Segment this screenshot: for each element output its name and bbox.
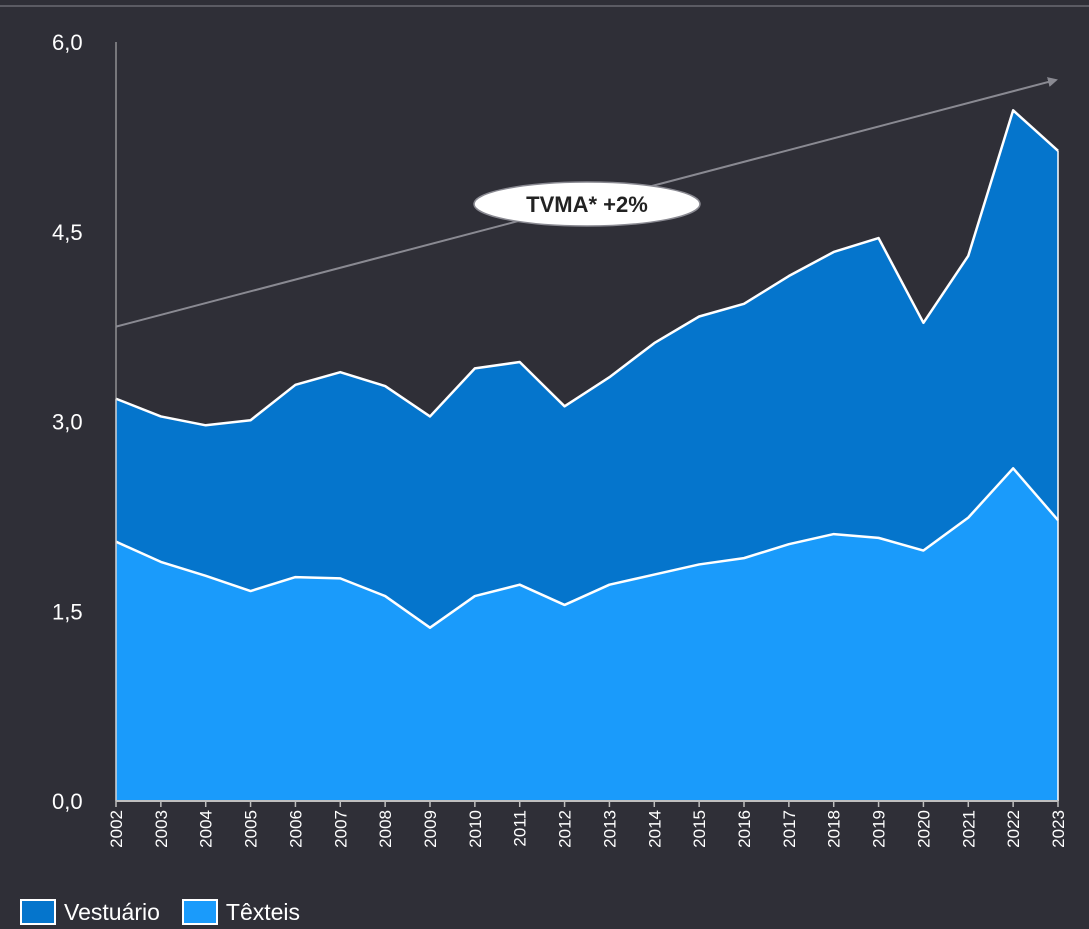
x-tick-label: 2009	[421, 810, 440, 848]
x-tick-label: 2011	[511, 810, 530, 847]
x-tick-label: 2002	[107, 810, 126, 848]
x-tick-label: 2022	[1004, 810, 1023, 848]
y-tick-label: 6,0	[52, 30, 83, 55]
line-total	[115, 109, 1059, 427]
legend-label-vestuario: Vestuário	[64, 898, 160, 925]
x-tick-label: 2015	[690, 810, 709, 848]
x-tick-label: 2003	[152, 810, 171, 848]
y-tick-label: 0,0	[52, 789, 83, 814]
x-tick-label: 2017	[780, 810, 799, 848]
legend-swatch-vestuario	[20, 899, 56, 925]
trend-annotation: TVMA* +2%	[115, 77, 1058, 328]
x-tick-label: 2021	[959, 810, 978, 848]
x-tick-label: 2005	[242, 810, 261, 848]
area-vestuario	[116, 110, 1058, 628]
y-axis: 0,0 1,5 3,0 4,5 6,0	[52, 30, 83, 814]
x-tick-label: 2007	[331, 810, 350, 848]
x-tick-label: 2012	[556, 810, 575, 848]
y-tick-label: 4,5	[52, 220, 83, 245]
x-tick-label: 2023	[1049, 810, 1068, 848]
y-tick-label: 3,0	[52, 410, 83, 435]
legend-swatch-texteis	[181, 899, 218, 925]
axis-lines	[115, 42, 1059, 807]
trend-badge	[473, 181, 701, 227]
x-tick-label: 2019	[870, 810, 889, 848]
x-tick-label: 2014	[645, 810, 664, 848]
x-axis: 2002 2003 2004 2005 2006 2007 2008 2009 2010 2011…	[107, 810, 1068, 848]
x-tick-label: 2008	[376, 810, 395, 848]
chart: 0,0 1,5 3,0 4,5 6,0 2002 2003 2004 2005 2006 2007…	[0, 5, 1089, 848]
x-tick-label: 2016	[735, 810, 754, 848]
legend-item-vestuario: Vestuário	[20, 899, 160, 926]
legend-item-texteis: Têxteis	[181, 898, 301, 926]
x-tick-label: 2020	[914, 810, 933, 848]
x-tick-label: 2018	[825, 810, 844, 848]
x-tick-label: 2004	[197, 810, 216, 848]
trend-label: TVMA* +2%	[526, 192, 648, 217]
legend-label-texteis: Têxteis	[225, 898, 301, 925]
x-tick-label: 2013	[600, 810, 619, 848]
area-texteis	[116, 468, 1058, 801]
line-texteis	[115, 467, 1059, 629]
legend: Vestuário Têxteis	[20, 896, 300, 928]
x-tick-label: 2006	[286, 810, 305, 848]
y-tick-label: 1,5	[52, 599, 83, 624]
x-tick-label: 2010	[466, 810, 485, 848]
